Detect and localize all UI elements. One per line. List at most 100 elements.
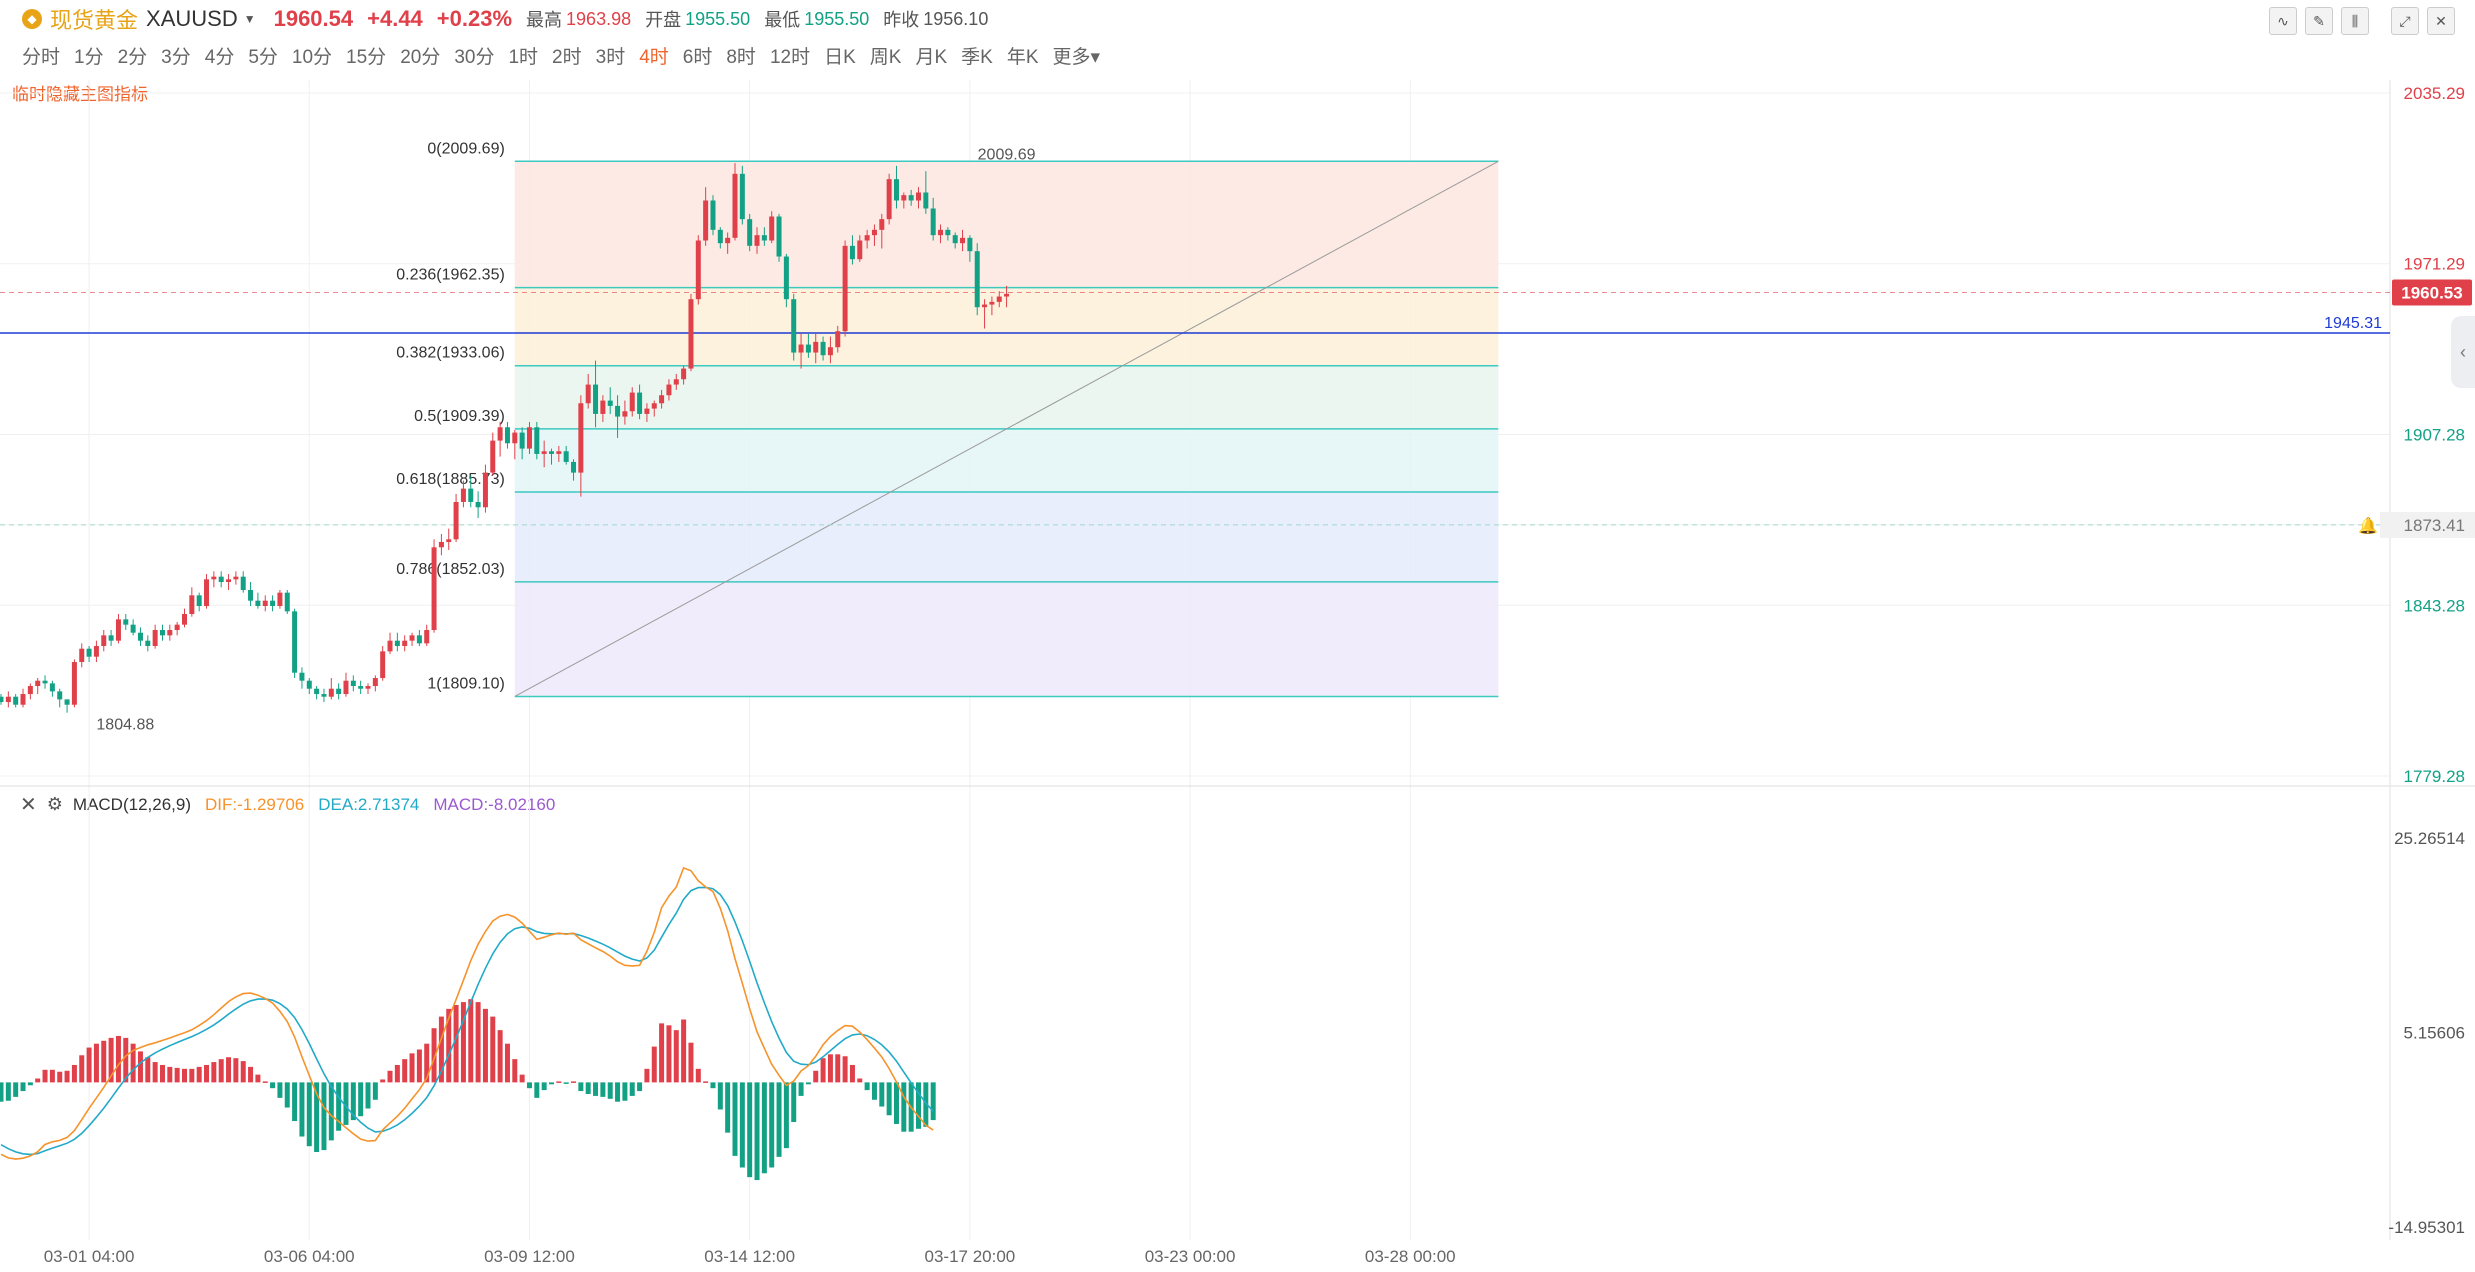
candle-body-72 <box>526 427 532 449</box>
period-20[interactable]: 季K <box>961 47 993 68</box>
macd-bar-12 <box>86 1047 92 1083</box>
candle-style-icon[interactable]: ⫼ <box>2341 7 2369 35</box>
candle-body-50 <box>365 686 371 689</box>
symbol-code[interactable]: XAUUSD <box>146 6 238 31</box>
open-label: 开盘 <box>645 10 682 30</box>
candle-body-9 <box>64 699 70 705</box>
fib-label-0.618: 0.618(1885.73) <box>396 471 505 488</box>
period-15[interactable]: 8时 <box>726 47 756 68</box>
bell-icon: 🔔 <box>2358 516 2378 535</box>
macd-bar-86 <box>629 1082 635 1096</box>
candle-body-49 <box>358 686 364 689</box>
candle-body-32 <box>233 576 239 580</box>
candle-body-109 <box>798 344 804 353</box>
macd-bar-68 <box>497 1030 503 1083</box>
macd-y-tick-0: 25.26514 <box>2394 829 2465 848</box>
candle-body-102 <box>747 219 753 246</box>
hide-indicator-link[interactable]: 临时隐藏主图指标 <box>12 85 148 104</box>
fib-label-1: 1(1809.10) <box>427 675 504 692</box>
y-tick-4: 1843.28 <box>2404 596 2465 615</box>
candle-body-3 <box>20 694 26 705</box>
macd-bar-46 <box>336 1082 342 1131</box>
macd-value: MACD:-8.02160 <box>433 794 556 814</box>
period-14[interactable]: 6时 <box>682 47 713 68</box>
period-11[interactable]: 2时 <box>552 47 582 68</box>
candle-body-130 <box>952 235 958 244</box>
line-chart-icon[interactable]: ∿ <box>2269 7 2297 35</box>
pencil-icon[interactable]: ✎ <box>2305 7 2333 35</box>
period-21[interactable]: 年K <box>1006 47 1039 68</box>
period-6[interactable]: 10分 <box>291 47 333 68</box>
macd-bar-28 <box>204 1064 210 1083</box>
macd-bar-7 <box>49 1069 55 1083</box>
macd-bar-2 <box>13 1082 19 1097</box>
macd-bar-48 <box>350 1082 356 1121</box>
candle-body-39 <box>284 592 290 612</box>
period-18[interactable]: 周K <box>869 47 902 68</box>
macd-bar-32 <box>233 1058 239 1083</box>
candle-body-58 <box>424 630 430 644</box>
candle-body-20 <box>145 640 151 647</box>
period-0[interactable]: 分时 <box>22 47 61 68</box>
fib-zone-5 <box>514 581 1499 697</box>
period-4[interactable]: 4分 <box>204 47 235 68</box>
candle-body-28 <box>204 579 210 607</box>
period-2[interactable]: 2分 <box>117 47 148 68</box>
macd-bar-31 <box>226 1057 232 1083</box>
period-17[interactable]: 日K <box>824 47 856 68</box>
macd-bar-87 <box>637 1082 643 1092</box>
candle-body-60 <box>438 541 444 548</box>
expand-icon[interactable]: ⤢ <box>2391 7 2419 35</box>
period-12[interactable]: 3时 <box>595 47 626 68</box>
candle-body-35 <box>255 600 261 607</box>
macd-bar-47 <box>343 1082 349 1125</box>
macd-bar-71 <box>519 1074 525 1083</box>
candle-body-40 <box>292 611 298 673</box>
settings-icon[interactable]: ⚙ <box>46 794 63 814</box>
macd-y-tick-2: -14.95301 <box>2388 1218 2465 1237</box>
candle-body-10 <box>71 662 77 705</box>
period-1[interactable]: 1分 <box>74 47 104 68</box>
period-7[interactable]: 15分 <box>346 47 387 68</box>
candle-body-44 <box>321 694 327 697</box>
macd-bar-114 <box>835 1054 841 1083</box>
candle-body-94 <box>688 299 694 369</box>
macd-header: ✕ ⚙ MACD(12,26,9) DIF:-1.29706 DEA:2.713… <box>20 792 555 817</box>
period-22[interactable]: 更多▾ <box>1052 47 1101 68</box>
candle-body-93 <box>681 368 687 380</box>
high-value: 1963.98 <box>566 8 632 29</box>
collapse-panel-icon[interactable]: ‹ <box>2451 316 2475 388</box>
candle-body-69 <box>504 427 510 444</box>
macd-bar-84 <box>615 1082 621 1102</box>
period-10[interactable]: 1时 <box>508 47 539 68</box>
y-tick-0: 2035.29 <box>2404 84 2465 103</box>
candle-body-98 <box>717 229 723 244</box>
symbol-name[interactable]: 现货黄金 <box>50 8 139 33</box>
period-3[interactable]: 3分 <box>161 47 191 68</box>
macd-bar-119 <box>871 1082 877 1100</box>
macd-bar-116 <box>849 1064 855 1083</box>
period-5[interactable]: 5分 <box>248 47 278 68</box>
macd-bar-90 <box>659 1023 665 1083</box>
period-19[interactable]: 月K <box>915 47 948 68</box>
low-marker: 1804.88 <box>96 717 154 734</box>
candle-body-95 <box>695 240 701 300</box>
macd-bar-123 <box>901 1082 907 1132</box>
period-13[interactable]: 4时 <box>639 47 669 68</box>
macd-bar-106 <box>776 1082 782 1157</box>
symbol-dropdown-icon[interactable]: ▼ <box>243 12 256 26</box>
close-indicator-icon[interactable]: ✕ <box>20 794 37 816</box>
candle-body-106 <box>776 216 782 257</box>
fib-label-0.382: 0.382(1933.06) <box>396 345 505 362</box>
period-9[interactable]: 30分 <box>454 47 495 68</box>
fib-zone-2 <box>514 365 1499 429</box>
macd-bar-103 <box>754 1082 760 1181</box>
price-change: +4.44 <box>367 6 423 31</box>
period-16[interactable]: 12时 <box>769 47 811 68</box>
macd-bar-95 <box>695 1068 701 1083</box>
period-8[interactable]: 20分 <box>400 47 441 68</box>
close-icon[interactable]: ✕ <box>2427 7 2455 35</box>
macd-bar-115 <box>842 1056 848 1083</box>
candle-body-134 <box>982 304 988 308</box>
